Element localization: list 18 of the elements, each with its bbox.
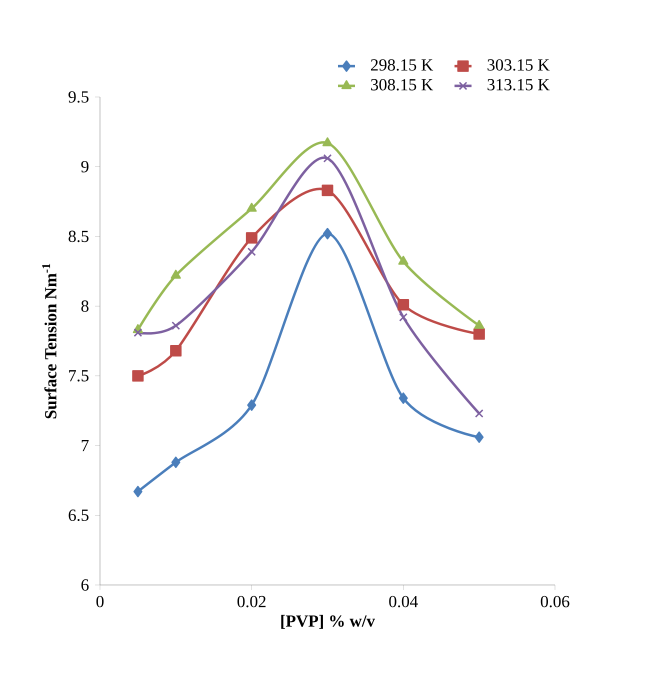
y-tick-label: 9.5 [68, 91, 88, 103]
x-tick-label: 0.02 [237, 596, 266, 608]
y-tick-label: 6.5 [68, 510, 88, 521]
legend-label: 313.15 K [488, 79, 550, 90]
y-tick-label: 7 [82, 440, 89, 452]
y-tick-label: 6 [81, 579, 89, 591]
x-axis-title: [PVP] % w/v [281, 614, 376, 629]
legend-label: 308.15 K [371, 79, 434, 91]
x-tick-label: 0 [96, 596, 104, 608]
y-axis-title: Surface Tension Nm$^{-1}$ [42, 264, 56, 418]
y-tick-label: 7.5 [69, 370, 88, 382]
y-tick-label: 9 [81, 161, 88, 172]
x-tick-label: 0.04 [389, 596, 418, 608]
x-tick-label: 0.06 [540, 596, 570, 608]
y-tick-label: 8.5 [68, 230, 88, 242]
y-tick-label: 8 [81, 300, 89, 312]
legend-label: 298.15 K [370, 59, 434, 71]
legend-label: 303.15 K [488, 59, 550, 71]
